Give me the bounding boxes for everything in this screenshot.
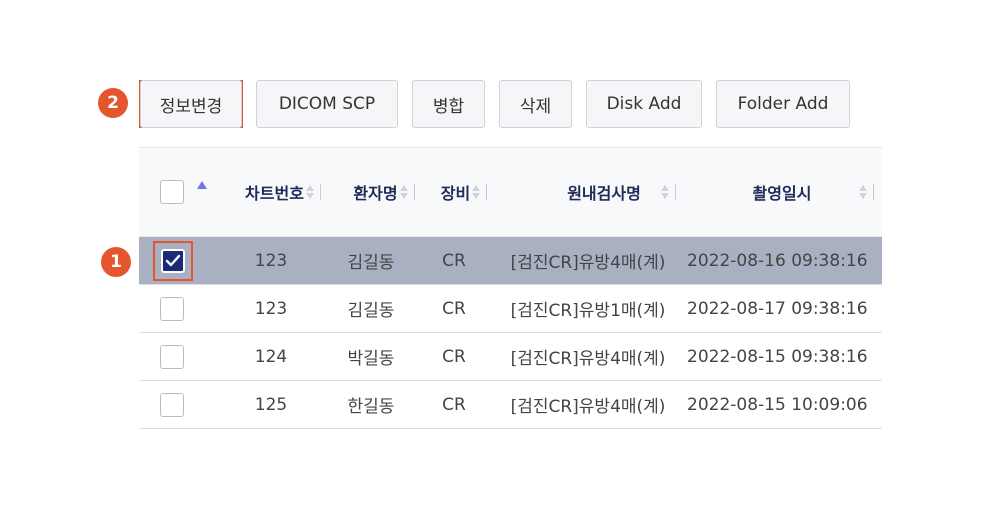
header-capture-datetime[interactable]: 촬영일시 — [752, 184, 812, 203]
sort-asc-icon[interactable] — [197, 181, 207, 189]
cell-chart-number: 123 — [254, 250, 288, 271]
cell-chart-number: 124 — [254, 346, 288, 367]
sort-icon — [305, 185, 314, 199]
row-checkbox[interactable] — [160, 392, 184, 417]
row-checkbox[interactable] — [160, 344, 184, 369]
select-all-checkbox[interactable] — [160, 180, 184, 204]
column-divider — [873, 184, 874, 200]
cell-patient-name: 김길동 — [347, 253, 395, 273]
cell-capture-datetime: 2022-08-16 09:38:16 — [687, 250, 868, 271]
cell-chart-number: 125 — [254, 394, 288, 415]
header-patient-name[interactable]: 환자명 — [339, 148, 429, 236]
column-divider — [319, 184, 321, 200]
table-header: 차트번호 환자명 장비 원내검사명 촬영일시 — [139, 147, 882, 237]
merge-button[interactable]: 병합 — [412, 80, 485, 128]
column-divider — [413, 184, 415, 200]
cell-equipment: CR — [442, 298, 466, 319]
column-divider — [486, 184, 488, 200]
cell-chart-number: 123 — [254, 298, 288, 319]
column-divider — [675, 184, 676, 200]
row-checkbox-checked[interactable] — [161, 248, 185, 273]
cell-patient-name: 김길동 — [347, 301, 395, 321]
study-table: 차트번호 환자명 장비 원내검사명 촬영일시 — [139, 147, 882, 429]
table-row[interactable]: 123 김길동 CR [검진CR]유방4매(계) 2022-08-16 09:3… — [139, 237, 882, 285]
cell-equipment: CR — [442, 346, 466, 367]
annotation-highlight-checkbox — [153, 240, 193, 281]
cell-capture-datetime: 2022-08-15 09:38:16 — [687, 346, 868, 367]
delete-button[interactable]: 삭제 — [499, 80, 572, 128]
cell-patient-name: 한길동 — [347, 397, 395, 417]
cell-capture-datetime: 2022-08-17 09:38:16 — [687, 298, 868, 319]
sort-icon — [661, 185, 669, 199]
cell-exam-name: [검진CR]유방1매(계) — [510, 301, 666, 321]
annotation-badge-1: 1 — [101, 247, 131, 277]
cell-equipment: CR — [442, 250, 466, 271]
dicom-scp-button[interactable]: DICOM SCP — [256, 80, 398, 128]
header-exam-name[interactable]: 원내검사명 — [567, 184, 641, 203]
cell-exam-name: [검진CR]유방4매(계) — [510, 253, 666, 273]
sort-icon — [859, 185, 867, 199]
cell-exam-name: [검진CR]유방4매(계) — [510, 349, 666, 369]
cell-exam-name: [검진CR]유방4매(계) — [510, 397, 666, 417]
disk-add-button[interactable]: Disk Add — [586, 80, 702, 128]
annotation-badge-2: 2 — [98, 88, 128, 118]
check-icon — [165, 254, 181, 266]
header-chart-number[interactable]: 차트번호 — [233, 148, 333, 236]
cell-equipment: CR — [442, 394, 466, 415]
cell-capture-datetime: 2022-08-15 10:09:06 — [687, 394, 868, 415]
folder-add-button[interactable]: Folder Add — [716, 80, 850, 128]
table-row[interactable]: 124 박길동 CR [검진CR]유방4매(계) 2022-08-15 09:3… — [139, 333, 882, 381]
sort-icon — [472, 185, 481, 199]
table-row[interactable]: 123 김길동 CR [검진CR]유방1매(계) 2022-08-17 09:3… — [139, 285, 882, 333]
toolbar: 정보변경 DICOM SCP 병합 삭제 Disk Add Folder Add — [140, 80, 850, 128]
header-equipment[interactable]: 장비 — [433, 148, 495, 236]
cell-patient-name: 박길동 — [347, 349, 395, 369]
sort-icon — [399, 185, 408, 199]
table-row[interactable]: 125 한길동 CR [검진CR]유방4매(계) 2022-08-15 10:0… — [139, 381, 882, 429]
edit-info-button[interactable]: 정보변경 — [140, 80, 242, 128]
row-checkbox[interactable] — [160, 296, 184, 321]
